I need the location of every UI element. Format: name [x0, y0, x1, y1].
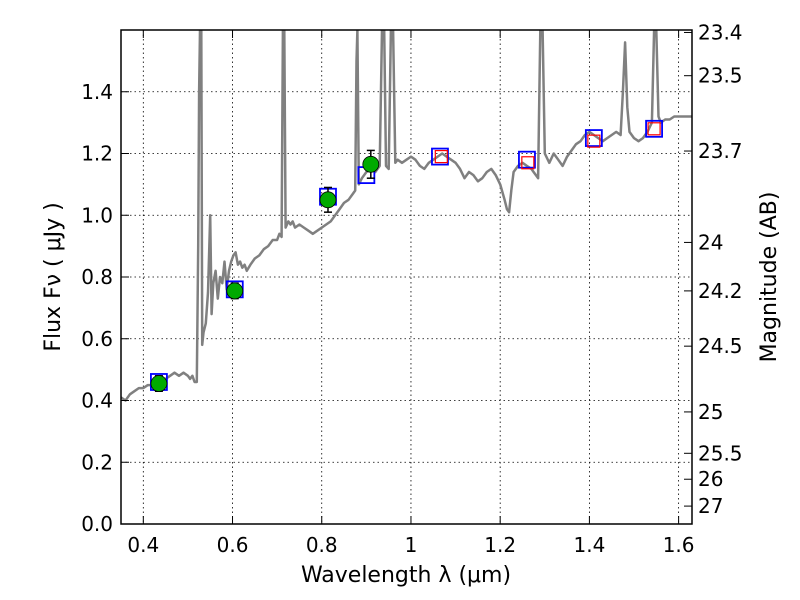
- y-tick-label: 0.0: [81, 512, 113, 536]
- y2-tick-label: 25: [698, 400, 723, 424]
- observed-point: [150, 375, 168, 392]
- x-tick-label: 1.6: [663, 533, 695, 557]
- red-square-marker: [521, 156, 535, 170]
- observed-point: [362, 155, 380, 173]
- y2-tick-label: 23.5: [698, 64, 743, 88]
- x-tick-label: 1: [405, 533, 418, 557]
- y-axis-label: Flux Fν ( μJy ): [41, 202, 66, 351]
- y2-tick-label: 24: [698, 230, 723, 254]
- y2-tick-label: 23.4: [698, 20, 743, 44]
- blue-square-marker: [584, 129, 603, 147]
- x-tick-label: 0.6: [217, 533, 249, 557]
- y2-tick-label: 25.5: [698, 441, 743, 465]
- blue-square-marker: [645, 119, 663, 138]
- y-tick-label: 1.2: [81, 142, 113, 166]
- x-tick-label: 1.4: [573, 533, 605, 557]
- blue-square-marker: [518, 150, 536, 169]
- observed-point: [226, 282, 244, 300]
- plot-area: [121, 30, 692, 402]
- y2-tick-label: 23.7: [698, 139, 743, 163]
- blue-square-marker: [431, 147, 449, 166]
- red-square-marker: [587, 134, 601, 148]
- x-tick-label: 1.2: [484, 533, 516, 557]
- y-tick-label: 0.4: [81, 389, 113, 413]
- y2-tick-label: 27: [698, 494, 723, 518]
- y2-tick-label: 26: [698, 467, 723, 491]
- x-tick-label: 0.4: [127, 533, 159, 557]
- red-square-marker: [647, 122, 661, 136]
- y2-axis-label: Magnitude (AB): [757, 192, 782, 363]
- grid-lines: [121, 30, 692, 525]
- y2-tick-label: 24.5: [698, 334, 743, 358]
- y2-tick-label: 24.2: [698, 279, 743, 303]
- y-tick-label: 1.0: [81, 203, 113, 227]
- x-tick-label: 0.8: [306, 533, 338, 557]
- x-axis-label: Wavelength λ (μm): [301, 563, 511, 588]
- y-tick-label: 1.4: [81, 80, 113, 104]
- red-square-marker: [434, 149, 448, 164]
- y-tick-label: 0.2: [81, 450, 113, 474]
- axis-ticks: 0.4 0.6 0.8 1 1.2 1.4 1.6 0.0 0.2 0.4 0.6 0.8 1.0 1.2…: [81, 20, 742, 557]
- y-tick-label: 0.6: [81, 327, 113, 351]
- y-tick-label: 0.8: [81, 265, 113, 289]
- observed-point: [319, 191, 337, 209]
